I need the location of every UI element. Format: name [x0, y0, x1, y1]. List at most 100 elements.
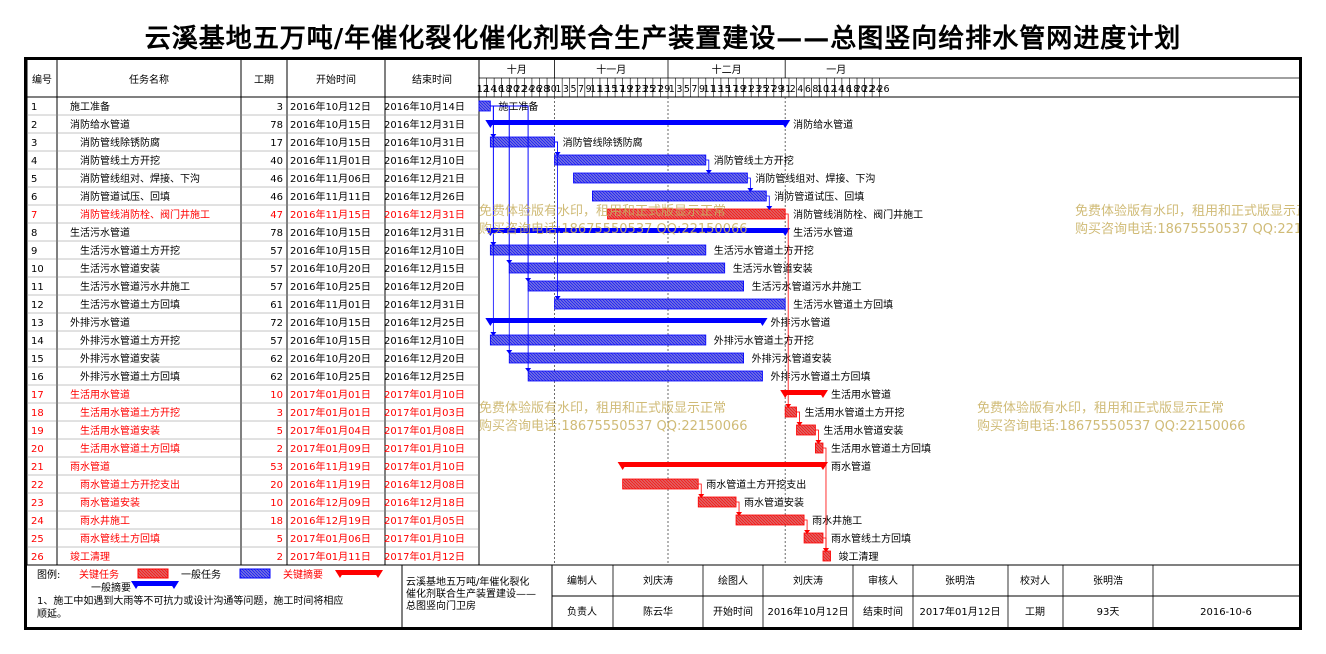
task-no: 12	[31, 300, 44, 311]
bar-label: 消防管线除锈防腐	[563, 136, 643, 149]
bar-label: 生活污水管道土方回填	[793, 298, 893, 311]
day-label: 3	[563, 84, 569, 95]
day-label: 16	[840, 84, 852, 95]
task-end: 2017年01月10日	[384, 442, 465, 455]
task-end: 2016年12月31日	[384, 298, 465, 311]
task-bar	[796, 424, 816, 436]
footer-cell: 开始时间	[713, 605, 753, 618]
day-label: 12	[824, 84, 836, 95]
day-label: 12	[477, 84, 489, 95]
task-bar	[592, 190, 767, 202]
summary-cap	[757, 318, 768, 326]
task-name: 生活用水管道土方开挖	[80, 406, 180, 419]
bar-label: 施工准备	[498, 100, 538, 113]
task-no: 11	[31, 282, 44, 293]
task-name: 雨水井施工	[80, 514, 130, 527]
task-duration: 57	[270, 282, 283, 293]
day-label: 5	[684, 84, 690, 95]
task-no: 21	[31, 462, 44, 473]
dependency-arrow	[506, 350, 513, 354]
task-bar	[508, 352, 744, 364]
footer-project: 云溪基地五万吨/年催化裂化催化剂联合生产装置建设——总图竖向门卫房	[406, 575, 536, 612]
day-label: 14	[484, 84, 496, 95]
bar-label: 外排污水管道土方开挖	[714, 334, 814, 347]
task-bar	[527, 370, 763, 382]
task-start: 2016年11月01日	[290, 154, 371, 167]
task-start: 2016年11月01日	[290, 298, 371, 311]
month-label: 十月	[507, 63, 527, 76]
day-label: 31	[779, 84, 791, 95]
bar-label: 雨水管线土方回填	[831, 532, 911, 545]
task-end: 2017年01月10日	[384, 388, 465, 401]
task-no: 18	[31, 408, 44, 419]
task-end: 2016年12月10日	[384, 334, 465, 347]
legend-critical-summary: 关键摘要	[283, 568, 323, 581]
task-no: 14	[31, 336, 44, 347]
day-label: 19	[620, 84, 632, 95]
task-start: 2016年10月20日	[290, 352, 371, 365]
dependency-line	[796, 411, 800, 424]
day-label: 6	[805, 84, 811, 95]
task-end: 2016年12月18日	[384, 496, 465, 509]
day-label: 15	[719, 84, 731, 95]
dependency-arrow	[525, 368, 532, 372]
task-end: 2017年01月03日	[384, 406, 465, 419]
watermark-text: 购买咨询电话:18675550537 QQ:22150066	[479, 418, 748, 434]
bar-label: 外排污水管道	[771, 316, 831, 329]
task-name: 施工准备	[70, 100, 110, 113]
month-label: 十一月	[596, 63, 626, 76]
task-name: 生活用水管道土方回填	[80, 442, 180, 455]
task-name: 消防给水管道	[70, 118, 130, 131]
day-label: 17	[726, 84, 738, 95]
day-label: 7	[578, 84, 584, 95]
bar-label: 竣工清理	[839, 550, 879, 563]
task-no: 15	[31, 354, 44, 365]
legend-normal-summary-swatch	[135, 581, 175, 586]
task-end: 2016年12月31日	[384, 208, 465, 221]
dependency-line	[705, 159, 710, 172]
bar-label: 雨水管道土方开挖支出	[706, 478, 806, 491]
summary-cap	[817, 390, 828, 398]
day-label: 22	[862, 84, 874, 95]
summary-bar	[622, 462, 823, 467]
task-duration: 40	[270, 156, 283, 167]
dependency-arrow	[747, 188, 754, 192]
legend-normal-summary: 一般摘要	[91, 581, 131, 594]
bar-label: 消防管线土方开挖	[714, 154, 794, 167]
task-duration: 62	[270, 354, 283, 365]
task-name: 消防管线消防栓、阀门井施工	[80, 208, 210, 221]
task-bar	[815, 442, 824, 454]
task-end: 2016年12月25日	[384, 316, 465, 329]
task-end: 2017年01月08日	[384, 424, 465, 437]
dependency-line	[490, 105, 529, 370]
day-label: 8	[812, 84, 818, 95]
task-end: 2016年12月21日	[384, 172, 465, 185]
task-duration: 2	[277, 552, 283, 563]
task-bar	[822, 550, 831, 562]
day-label: 2	[790, 84, 796, 95]
task-no: 16	[31, 372, 44, 383]
task-start: 2017年01月04日	[290, 424, 371, 437]
day-label: 29	[772, 84, 784, 95]
task-name: 消防管线组对、焊接、下沟	[80, 172, 200, 185]
task-start: 2016年11月15日	[290, 208, 371, 221]
task-duration: 78	[270, 228, 283, 239]
task-start: 2016年10月15日	[290, 316, 371, 329]
task-end: 2017年01月05日	[384, 514, 465, 527]
task-end: 2016年12月15日	[384, 262, 465, 275]
task-no: 7	[31, 210, 37, 221]
task-name: 外排污水管道土方开挖	[80, 334, 180, 347]
task-start: 2016年11月11日	[290, 190, 371, 203]
day-label: 25	[756, 84, 768, 95]
task-name: 外排污水管道安装	[80, 352, 160, 365]
task-start: 2016年10月25日	[290, 370, 371, 383]
day-label: 13	[711, 84, 723, 95]
task-no: 19	[31, 426, 44, 437]
task-name: 外排污水管道	[70, 316, 130, 329]
task-duration: 53	[270, 462, 283, 473]
day-label: 11	[590, 84, 602, 95]
month-label: 一月	[826, 64, 846, 76]
day-label: 20	[507, 84, 519, 95]
day-label: 11	[704, 84, 716, 95]
task-no: 13	[31, 318, 44, 329]
